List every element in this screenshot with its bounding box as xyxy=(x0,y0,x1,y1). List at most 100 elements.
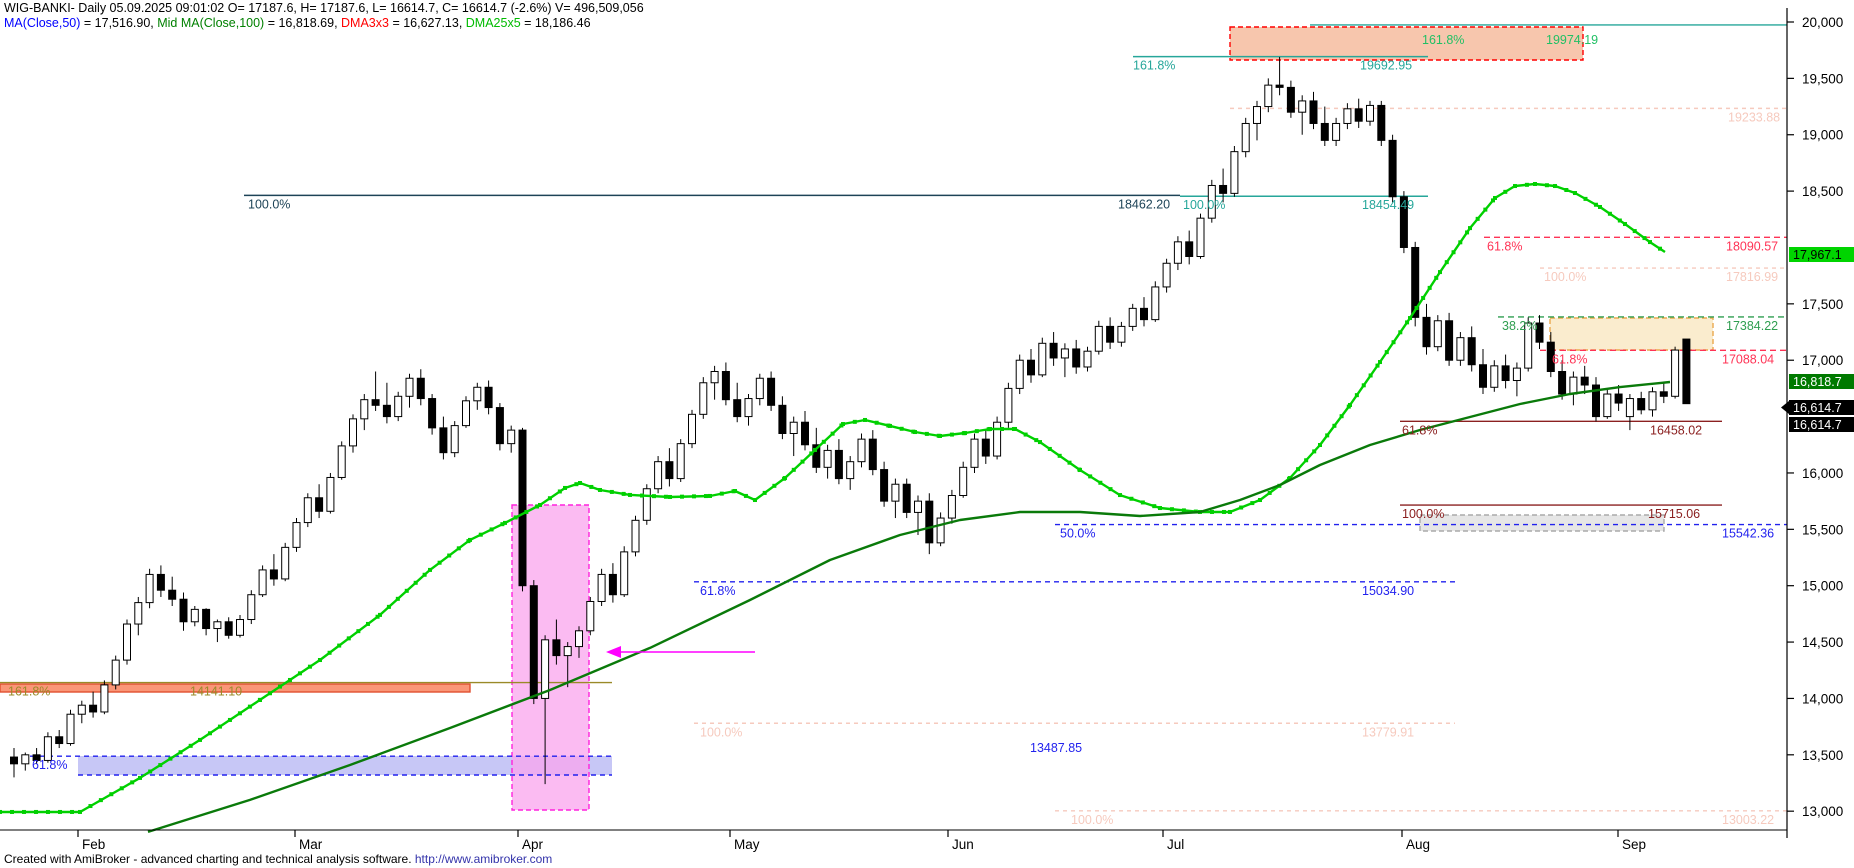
ma-marker xyxy=(621,491,626,496)
ma-marker xyxy=(1258,498,1262,503)
axes: 20,000 19,500 19,000 18,500 17,500 17,000 16,0… xyxy=(0,8,1843,852)
ma-marker xyxy=(247,704,252,709)
ma-marker xyxy=(1583,196,1588,201)
ma-marker xyxy=(988,426,992,431)
ma-marker xyxy=(1408,316,1412,321)
candle xyxy=(1625,394,1634,431)
candle xyxy=(1083,346,1092,372)
ma-marker xyxy=(1108,487,1113,492)
y-axis-label: 15,500 xyxy=(1802,522,1843,537)
amibroker-link[interactable]: http://www.amibroker.com xyxy=(414,852,553,866)
fib-strip-salmon xyxy=(0,683,471,693)
ma-marker xyxy=(287,677,292,682)
candle xyxy=(755,373,764,406)
candle xyxy=(1230,146,1239,197)
ma-marker xyxy=(1339,414,1344,419)
candle xyxy=(1354,98,1363,128)
candle xyxy=(789,416,798,457)
candle xyxy=(1128,303,1137,331)
fib-label: 13003.22 xyxy=(1722,813,1774,827)
candle xyxy=(834,439,843,485)
candle xyxy=(1592,377,1600,422)
ma-marker xyxy=(98,798,103,803)
candle xyxy=(1094,320,1103,355)
candle xyxy=(123,619,131,665)
candle xyxy=(665,448,674,487)
ma-marker xyxy=(1210,509,1214,514)
x-axis-label: Feb xyxy=(82,837,105,852)
fib-label: 19233.88 xyxy=(1728,110,1780,124)
candle xyxy=(507,425,516,453)
ma-marker xyxy=(535,504,540,509)
candle xyxy=(1558,360,1567,400)
candle xyxy=(190,605,199,627)
ma-marker xyxy=(852,419,857,424)
candle xyxy=(156,565,165,597)
ma-marker xyxy=(58,809,62,814)
ma-marker xyxy=(422,572,427,577)
candle xyxy=(710,365,719,400)
candle xyxy=(168,576,177,606)
ma-marker xyxy=(557,489,562,494)
ma-marker xyxy=(1533,182,1537,187)
ma-marker xyxy=(346,636,351,641)
ma-marker xyxy=(34,809,38,814)
ma-marker xyxy=(1458,240,1463,245)
ma-marker xyxy=(1493,195,1497,200)
candle xyxy=(484,380,493,415)
ma-marker xyxy=(10,809,14,814)
ma-marker xyxy=(1013,426,1017,431)
ma-marker xyxy=(589,484,594,489)
candle xyxy=(224,617,233,639)
fib-label: 61.8% xyxy=(1487,239,1522,253)
candle xyxy=(778,396,787,440)
ma-marker xyxy=(609,489,614,494)
candle xyxy=(1162,258,1171,293)
candle xyxy=(801,410,809,451)
ma-marker xyxy=(809,451,814,456)
ma-marker xyxy=(1239,505,1244,510)
ma-marker xyxy=(500,522,505,527)
y-axis-label: 14,500 xyxy=(1802,635,1843,650)
ma-marker xyxy=(1361,383,1366,388)
candle xyxy=(1682,338,1691,405)
ma-marker xyxy=(130,780,135,785)
ma-marker xyxy=(0,809,2,814)
candle xyxy=(518,427,527,592)
candle xyxy=(529,580,538,705)
candle xyxy=(1637,391,1646,415)
candle xyxy=(21,752,30,771)
ma-marker xyxy=(1451,250,1456,255)
candle xyxy=(642,484,651,525)
last-value-labels: 17,967.1 16,818.7 16,614.7 16,614.7 xyxy=(1781,247,1854,432)
ma-marker xyxy=(1617,218,1622,223)
ma-marker xyxy=(1250,501,1255,506)
x-axis-label: Apr xyxy=(522,837,544,852)
candle xyxy=(1456,332,1465,366)
ma-marker xyxy=(307,664,312,669)
candle xyxy=(1422,303,1431,355)
ma-marker xyxy=(1332,423,1337,428)
ma-marker xyxy=(1034,438,1039,443)
ma-marker xyxy=(949,432,954,437)
ma-marker xyxy=(938,433,942,438)
svg-text:16,818.7: 16,818.7 xyxy=(1793,375,1842,389)
ma-marker xyxy=(538,502,542,507)
ma-marker xyxy=(708,493,712,498)
ma-marker xyxy=(1000,426,1004,431)
candle xyxy=(688,409,696,449)
ma-marker xyxy=(1475,216,1480,221)
ma-marker xyxy=(1444,260,1449,265)
ma-marker xyxy=(1483,207,1488,212)
fib-label: 161.8% xyxy=(1133,59,1175,73)
legend-item-value: = 18,186.46 xyxy=(520,16,591,30)
ma-marker xyxy=(489,527,494,532)
ma-marker xyxy=(503,520,507,525)
arrow-head-icon xyxy=(606,646,621,658)
ma-marker xyxy=(375,614,380,619)
ma-marker xyxy=(22,809,26,814)
ma-marker xyxy=(365,621,370,626)
candle xyxy=(10,748,18,778)
ma-marker xyxy=(813,447,817,452)
